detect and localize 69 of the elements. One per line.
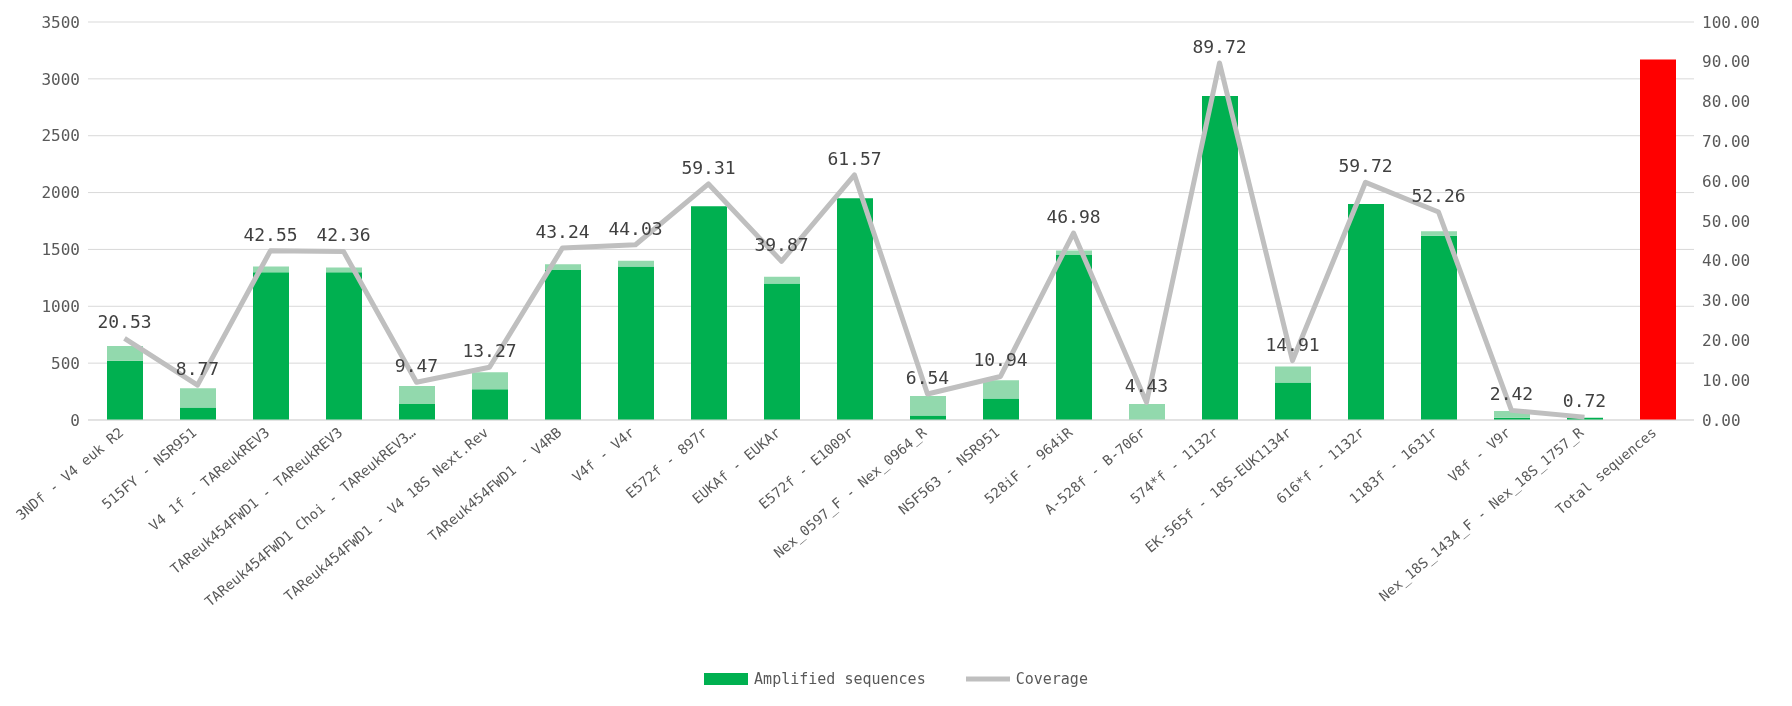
y2-tick-label: 0.00: [1702, 410, 1741, 430]
data-label: 46.98: [1046, 206, 1101, 228]
bar: [1202, 95, 1238, 420]
legend-label: Amplified sequences: [753, 670, 926, 688]
y2-tick-label: 70.00: [1702, 132, 1751, 152]
bar: [399, 385, 435, 405]
bar: [764, 283, 800, 420]
bar: [618, 266, 654, 420]
bar: [326, 272, 362, 420]
data-label: 61.57: [827, 147, 882, 169]
data-label: 89.72: [1192, 35, 1247, 57]
bar: [910, 396, 946, 416]
y-tick-label: 500: [51, 353, 80, 373]
data-label: 10.94: [973, 349, 1028, 371]
bar: [1640, 59, 1676, 420]
data-label: 4.43: [1124, 375, 1169, 397]
data-label: 42.55: [243, 223, 298, 245]
y2-tick-label: 100.00: [1702, 12, 1760, 32]
bar: [1275, 366, 1311, 383]
y2-tick-label: 10.00: [1702, 370, 1751, 390]
data-label: 2.42: [1489, 383, 1534, 405]
bar: [1421, 235, 1457, 420]
y-tick-label: 2000: [41, 183, 80, 203]
data-label: 43.24: [535, 220, 590, 242]
bar: [1129, 404, 1165, 420]
data-label: 20.53: [97, 311, 152, 333]
y2-tick-label: 60.00: [1702, 171, 1751, 191]
bar: [1348, 203, 1384, 420]
y2-tick-label: 50.00: [1702, 211, 1751, 231]
data-label: 0.72: [1562, 390, 1607, 412]
data-label: 8.77: [175, 358, 220, 380]
y-tick-label: 1000: [41, 296, 80, 316]
data-label: 14.91: [1265, 333, 1320, 355]
data-label: 39.87: [754, 234, 809, 256]
y-tick-label: 1500: [41, 240, 80, 260]
data-label: 13.27: [462, 340, 517, 362]
y2-tick-label: 40.00: [1702, 251, 1751, 271]
bar: [180, 407, 216, 420]
y-tick-label: 2500: [41, 126, 80, 146]
bar: [983, 398, 1019, 420]
data-label: 59.31: [681, 156, 736, 178]
bar: [764, 276, 800, 284]
y2-tick-label: 80.00: [1702, 92, 1751, 112]
y-tick-label: 3500: [41, 12, 80, 32]
data-label: 44.03: [608, 217, 663, 239]
bar: [107, 360, 143, 420]
y2-tick-label: 20.00: [1702, 331, 1751, 351]
bar: [1056, 255, 1092, 420]
bar: [545, 269, 581, 420]
data-label: 52.26: [1411, 185, 1466, 207]
data-label: 6.54: [905, 366, 950, 388]
data-label: 42.36: [316, 224, 371, 246]
data-label: 9.47: [394, 355, 439, 377]
bar: [837, 198, 873, 420]
bar: [253, 272, 289, 420]
y-tick-label: 3000: [41, 69, 80, 89]
legend-label: Coverage: [1014, 670, 1088, 688]
bar: [691, 206, 727, 420]
bar: [399, 404, 435, 420]
y2-tick-label: 30.00: [1702, 291, 1751, 311]
bar: [107, 346, 143, 361]
bar: [472, 372, 508, 390]
bar: [180, 388, 216, 408]
bar: [983, 380, 1019, 399]
bar: [472, 389, 508, 420]
y-tick-label: 0: [70, 410, 80, 430]
y2-tick-label: 90.00: [1702, 52, 1751, 72]
data-label: 59.72: [1338, 155, 1393, 177]
bar: [1275, 382, 1311, 420]
